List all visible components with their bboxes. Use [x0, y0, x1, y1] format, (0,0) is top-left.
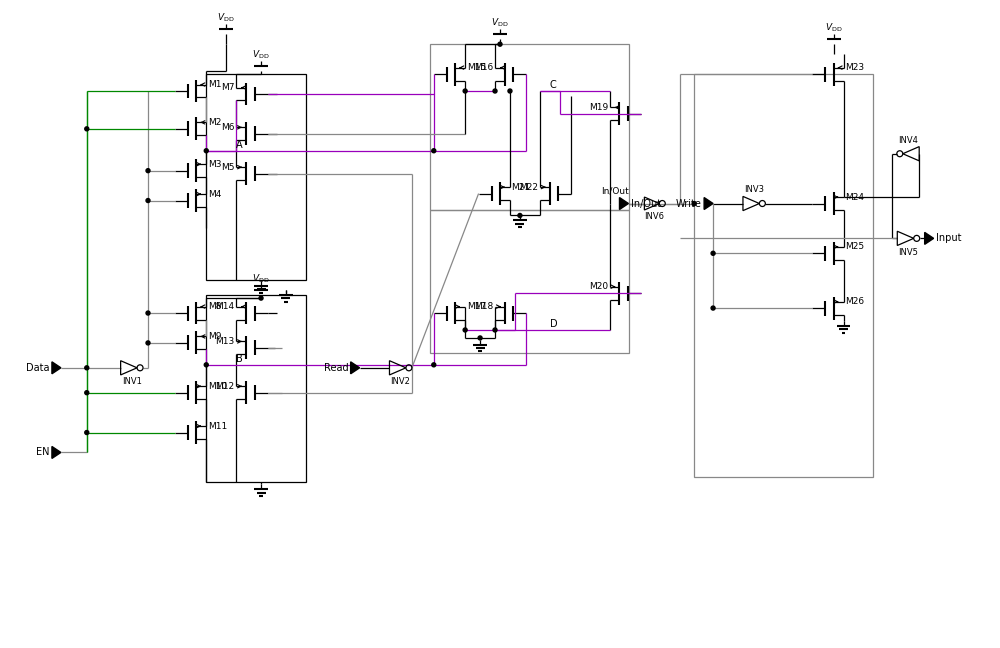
Text: M9: M9: [208, 332, 221, 341]
Text: B: B: [236, 354, 243, 364]
Text: A: A: [236, 140, 243, 150]
Text: M23: M23: [845, 63, 864, 72]
Text: Input: Input: [936, 233, 962, 244]
Circle shape: [146, 168, 150, 172]
Circle shape: [85, 127, 89, 131]
Bar: [206, 295, 306, 482]
Circle shape: [432, 363, 436, 367]
Text: M11: M11: [208, 422, 227, 430]
Text: M2: M2: [208, 118, 221, 127]
Polygon shape: [925, 233, 934, 244]
Text: INV1: INV1: [122, 377, 142, 386]
Circle shape: [432, 149, 436, 153]
Text: M17: M17: [467, 302, 486, 311]
Text: In/Out: In/Out: [631, 198, 661, 209]
Text: M25: M25: [845, 242, 864, 251]
Circle shape: [508, 89, 512, 93]
Text: INV3: INV3: [744, 185, 764, 194]
Bar: [694, 74, 873, 478]
Polygon shape: [351, 362, 360, 374]
Circle shape: [259, 296, 263, 300]
Polygon shape: [619, 198, 628, 209]
Text: M13: M13: [215, 337, 235, 346]
Text: $V_{\rm DD}$: $V_{\rm DD}$: [217, 12, 235, 24]
Polygon shape: [52, 446, 61, 458]
Circle shape: [711, 251, 715, 255]
Text: M6: M6: [221, 123, 235, 132]
Circle shape: [493, 328, 497, 332]
Text: $V_{\rm DD}$: $V_{\rm DD}$: [491, 17, 509, 29]
Bar: [430, 211, 629, 353]
Circle shape: [518, 213, 522, 218]
Circle shape: [146, 341, 150, 345]
Text: M1: M1: [208, 80, 221, 89]
Text: EN: EN: [36, 448, 49, 457]
Text: M20: M20: [589, 282, 608, 291]
Text: M18: M18: [474, 302, 494, 311]
Text: $V_{\rm DD}$: $V_{\rm DD}$: [252, 49, 270, 61]
Text: M15: M15: [467, 63, 486, 72]
Text: M22: M22: [519, 183, 538, 192]
Circle shape: [463, 89, 467, 93]
Text: INV5: INV5: [898, 248, 918, 257]
Text: M4: M4: [208, 190, 221, 198]
Text: INV2: INV2: [390, 377, 410, 386]
Text: M16: M16: [474, 63, 494, 72]
Bar: [206, 74, 306, 280]
Text: M12: M12: [216, 382, 235, 391]
Circle shape: [204, 363, 208, 367]
Text: M14: M14: [216, 302, 235, 311]
Circle shape: [711, 306, 715, 310]
Circle shape: [498, 42, 502, 46]
Text: M3: M3: [208, 159, 221, 168]
Circle shape: [478, 336, 482, 340]
Circle shape: [146, 311, 150, 315]
Text: $V_{\rm DD}$: $V_{\rm DD}$: [252, 273, 270, 285]
Text: M19: M19: [589, 103, 608, 112]
Polygon shape: [704, 198, 713, 209]
Circle shape: [85, 391, 89, 395]
Circle shape: [85, 366, 89, 370]
Text: M26: M26: [845, 297, 864, 306]
Text: C: C: [550, 80, 557, 90]
Text: Write: Write: [676, 198, 702, 209]
Circle shape: [85, 430, 89, 435]
Circle shape: [493, 89, 497, 93]
Text: In/Out: In/Out: [601, 187, 628, 196]
Text: Read: Read: [324, 363, 348, 373]
Text: M7: M7: [221, 83, 235, 92]
Text: M10: M10: [208, 382, 227, 391]
Text: INV4: INV4: [898, 135, 918, 145]
Text: $V_{\rm DD}$: $V_{\rm DD}$: [825, 22, 842, 34]
Circle shape: [146, 198, 150, 203]
Text: D: D: [550, 319, 557, 329]
Text: M8: M8: [208, 302, 221, 311]
Polygon shape: [52, 362, 61, 374]
Text: M24: M24: [845, 192, 864, 202]
Text: Data: Data: [26, 363, 49, 373]
Circle shape: [463, 328, 467, 332]
Bar: [430, 44, 629, 211]
Circle shape: [204, 149, 208, 153]
Text: INV6: INV6: [644, 213, 664, 222]
Text: M5: M5: [221, 163, 235, 172]
Text: M21: M21: [511, 183, 531, 192]
Circle shape: [692, 202, 696, 205]
